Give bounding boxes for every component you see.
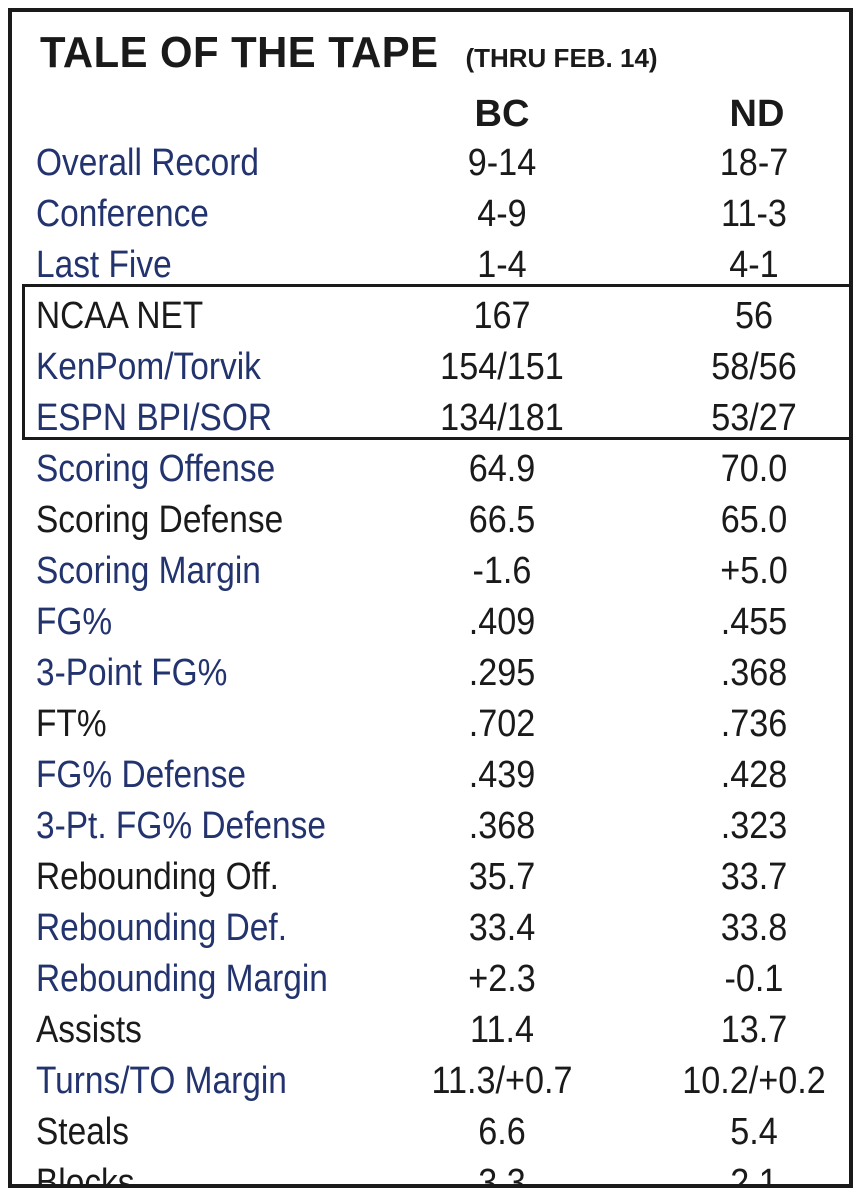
stat-label: Rebounding Off. — [36, 856, 279, 898]
page-title: TALE OF THE TAPE — [40, 28, 439, 77]
bc-value: 11.4 — [469, 1009, 535, 1051]
nd-value: 13.7 — [720, 1009, 788, 1051]
nd-value: +5.0 — [720, 550, 788, 592]
nd-value: 18-7 — [719, 142, 789, 184]
table-row: FG% Defense .439 .428 — [12, 750, 849, 801]
nd-value: 10.2/+0.2 — [682, 1060, 826, 1102]
table-row: Scoring Defense 66.5 65.0 — [12, 495, 849, 546]
table-row: Scoring Margin -1.6 +5.0 — [12, 546, 849, 597]
bc-value: -1.6 — [472, 550, 532, 592]
bc-value: 64.9 — [468, 448, 536, 490]
table-row: Scoring Offense 64.9 70.0 — [12, 444, 849, 495]
table-row: Last Five 1-4 4-1 — [12, 240, 849, 291]
stat-label: FG% — [36, 601, 113, 643]
nd-value: 11-3 — [721, 193, 787, 235]
table-row: NCAA NET 167 56 — [12, 291, 849, 342]
title-row: TALE OF THE TAPE (THRU FEB. 14) — [40, 28, 658, 88]
bc-value: 6.6 — [478, 1111, 526, 1153]
bc-value: .439 — [468, 754, 536, 796]
nd-value: 4-1 — [729, 244, 779, 286]
table-row: 3-Point FG% .295 .368 — [12, 648, 849, 699]
bc-value: 154/151 — [440, 346, 564, 388]
stat-label: Scoring Defense — [36, 499, 284, 541]
bc-value: .295 — [468, 652, 536, 694]
stat-label: FT% — [36, 703, 107, 745]
stat-label: Conference — [36, 193, 209, 235]
table-row: Turns/TO Margin 11.3/+0.7 10.2/+0.2 — [12, 1056, 849, 1107]
bc-value: 134/181 — [440, 397, 564, 439]
bc-value: 3.3 — [478, 1162, 526, 1188]
stat-label: 3-Point FG% — [36, 652, 228, 694]
nd-value: 5.4 — [730, 1111, 778, 1153]
stat-label: NCAA NET — [36, 295, 204, 337]
stat-label: Blocks — [36, 1162, 135, 1188]
stat-label: ESPN BPI/SOR — [36, 397, 273, 439]
bc-value: 11.3/+0.7 — [431, 1060, 573, 1102]
stat-label: Overall Record — [36, 142, 260, 184]
stat-label: Steals — [36, 1111, 129, 1153]
nd-value: 56 — [734, 295, 774, 337]
table-row: Conference 4-9 11-3 — [12, 189, 849, 240]
bc-value: 1-4 — [477, 244, 527, 286]
nd-value: .428 — [720, 754, 788, 796]
nd-value: 70.0 — [720, 448, 788, 490]
table-row: Rebounding Off. 35.7 33.7 — [12, 852, 849, 903]
stat-label: Scoring Offense — [36, 448, 276, 490]
table-row: Rebounding Margin +2.3 -0.1 — [12, 954, 849, 1005]
column-header-nd: ND — [729, 93, 785, 135]
nd-value: 33.8 — [720, 907, 788, 949]
bc-value: 9-14 — [467, 142, 537, 184]
bc-value: 66.5 — [468, 499, 536, 541]
stat-label: Scoring Margin — [36, 550, 261, 592]
table-row: KenPom/Torvik 154/151 58/56 — [12, 342, 849, 393]
nd-value: 33.7 — [720, 856, 788, 898]
nd-value: .736 — [720, 703, 788, 745]
bc-value: .702 — [468, 703, 536, 745]
table-row: Steals 6.6 5.4 — [12, 1107, 849, 1158]
nd-value: 53/27 — [711, 397, 797, 439]
stat-label: Assists — [36, 1009, 142, 1051]
stat-label: Turns/TO Margin — [36, 1060, 287, 1102]
bc-value: +2.3 — [468, 958, 536, 1000]
nd-value: .368 — [720, 652, 788, 694]
nd-value: .455 — [720, 601, 788, 643]
bc-value: 4-9 — [477, 193, 527, 235]
nd-value: 2.1 — [730, 1162, 778, 1188]
table-row: FT% .702 .736 — [12, 699, 849, 750]
bc-value: 33.4 — [468, 907, 536, 949]
rankings-box — [22, 284, 849, 440]
bc-value: 167 — [473, 295, 531, 337]
stat-label: KenPom/Torvik — [36, 346, 261, 388]
table-row: FG% .409 .455 — [12, 597, 849, 648]
stat-label: 3-Pt. FG% Defense — [36, 805, 326, 847]
bc-value: .368 — [468, 805, 536, 847]
stat-label: Rebounding Def. — [36, 907, 287, 949]
table-row: Overall Record 9-14 18-7 — [12, 138, 849, 189]
table-row: Assists 11.4 13.7 — [12, 1005, 849, 1056]
table-row: 3-Pt. FG% Defense .368 .323 — [12, 801, 849, 852]
column-header-bc: BC — [474, 93, 530, 135]
page-subtitle: (THRU FEB. 14) — [465, 43, 658, 73]
nd-value: .323 — [720, 805, 788, 847]
table-row: Blocks 3.3 2.1 — [12, 1158, 849, 1188]
stats-table: Overall Record 9-14 18-7 Conference 4-9 11-3 L… — [12, 138, 849, 1188]
stat-label: Last Five — [36, 244, 172, 286]
nd-value: 58/56 — [711, 346, 797, 388]
stats-panel: TALE OF THE TAPE (THRU FEB. 14) BC ND Ov… — [8, 8, 853, 1188]
nd-value: 65.0 — [720, 499, 788, 541]
bc-value: .409 — [468, 601, 536, 643]
stat-label: Rebounding Margin — [36, 958, 328, 1000]
stat-label: FG% Defense — [36, 754, 247, 796]
table-row: ESPN BPI/SOR 134/181 53/27 — [12, 393, 849, 444]
bc-value: 35.7 — [468, 856, 536, 898]
nd-value: -0.1 — [724, 958, 784, 1000]
table-row: Rebounding Def. 33.4 33.8 — [12, 903, 849, 954]
